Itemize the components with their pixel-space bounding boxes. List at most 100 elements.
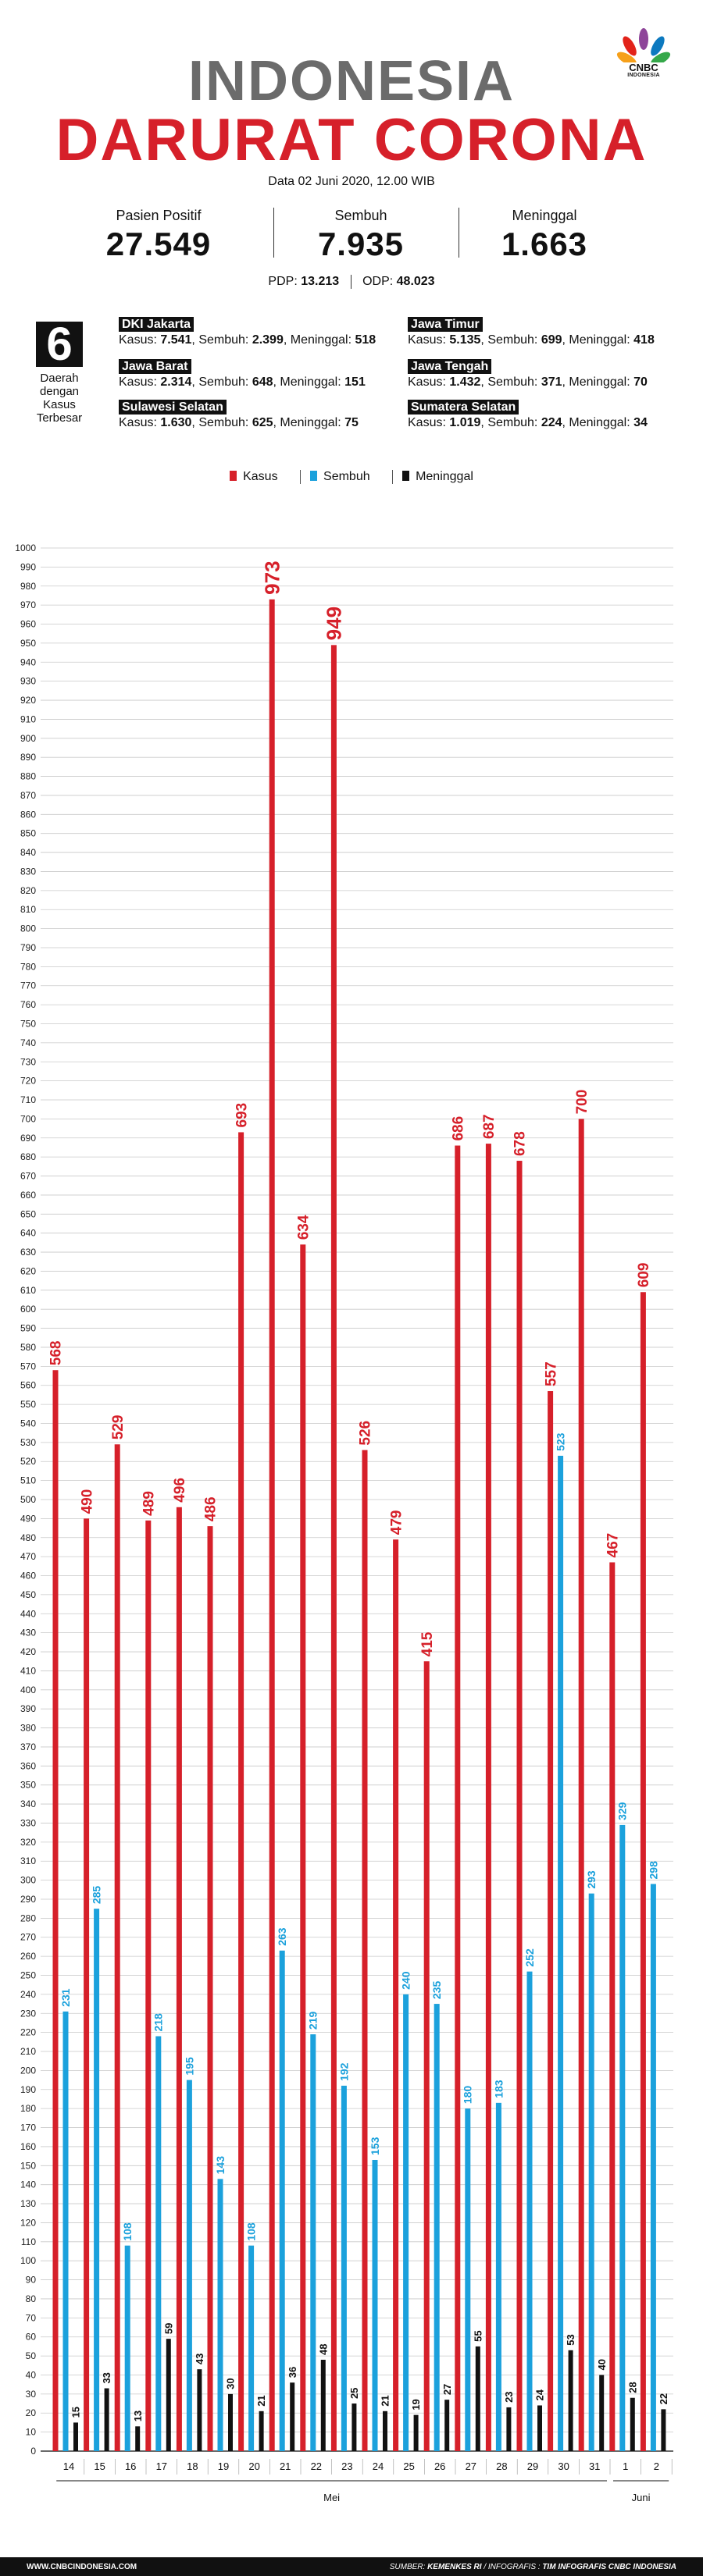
y-tick-label: 990: [20, 561, 36, 572]
divider: [350, 275, 352, 289]
y-tick-label: 140: [20, 2179, 36, 2190]
y-tick-label: 950: [20, 638, 36, 649]
y-tick-label: 260: [20, 1951, 36, 1962]
bar-sembuh: [62, 2011, 69, 2451]
y-tick-label: 110: [21, 2236, 36, 2247]
x-tick-label: 21: [280, 2460, 291, 2472]
data-label-sembuh: 219: [307, 2012, 319, 2030]
y-tick-label: 660: [20, 1190, 36, 1201]
bar-meninggal: [197, 2369, 202, 2451]
region-item: Jawa Barat Kasus: 2.314, Sembuh: 648, Me…: [119, 359, 366, 389]
y-tick-label: 850: [20, 828, 36, 839]
data-label-kasus: 496: [172, 1478, 188, 1503]
bar-meninggal: [475, 2346, 480, 2451]
footer: WWW.CNBCINDONESIA.COM SUMBER: KEMENKES R…: [0, 2557, 703, 2576]
x-tick-label: 23: [341, 2460, 352, 2472]
bar-meninggal: [630, 2397, 635, 2451]
data-label-meninggal: 27: [441, 2384, 453, 2395]
bar-meninggal: [506, 2407, 512, 2451]
y-tick-label: 550: [20, 1399, 36, 1410]
y-tick-label: 860: [20, 809, 36, 820]
bar-kasus: [485, 1144, 491, 2451]
y-tick-label: 80: [26, 2293, 37, 2304]
y-tick-label: 130: [20, 2198, 36, 2209]
y-tick-label: 30: [26, 2389, 37, 2400]
stat-label: Sembuh: [334, 208, 387, 223]
y-tick-label: 710: [20, 1094, 36, 1105]
data-label-sembuh: 192: [337, 2062, 350, 2081]
region-item: DKI Jakarta Kasus: 7.541, Sembuh: 2.399,…: [119, 317, 376, 347]
bar-sembuh: [558, 1455, 564, 2451]
data-label-meninggal: 22: [658, 2393, 669, 2404]
y-tick-label: 420: [20, 1646, 36, 1657]
y-tick-label: 940: [20, 656, 36, 667]
bar-sembuh: [495, 2102, 501, 2451]
x-tick-label: 25: [403, 2460, 414, 2472]
data-label-meninggal: 21: [380, 2395, 391, 2406]
y-tick-label: 580: [20, 1342, 36, 1353]
bar-kasus: [238, 1132, 244, 2451]
data-label-meninggal: 21: [255, 2395, 267, 2406]
data-label-sembuh: 108: [121, 2222, 134, 2241]
y-tick-label: 210: [20, 2046, 36, 2057]
bar-meninggal: [259, 2411, 264, 2451]
y-tick-label: 600: [20, 1304, 36, 1315]
bar-chart: 0102030405060708090100110120130140150160…: [15, 543, 673, 2503]
bar-sembuh: [650, 1884, 656, 2451]
bar-kasus: [516, 1161, 523, 2451]
region-name: Jawa Tengah: [408, 359, 492, 374]
odp-value: 48.023: [396, 275, 435, 289]
data-label-sembuh: 252: [523, 1948, 536, 1967]
x-tick-label: 1: [623, 2460, 628, 2472]
y-tick-label: 800: [20, 923, 36, 934]
y-tick-label: 390: [20, 1703, 36, 1714]
y-tick-label: 220: [20, 2027, 36, 2038]
data-label-meninggal: 23: [503, 2391, 515, 2402]
y-tick-label: 310: [20, 1856, 36, 1866]
bar-sembuh: [619, 1824, 626, 2451]
bar-sembuh: [341, 2085, 347, 2451]
y-tick-label: 470: [20, 1551, 36, 1562]
data-label-sembuh: 285: [91, 1886, 103, 1905]
y-tick-label: 760: [20, 999, 36, 1010]
data-label-meninggal: 53: [565, 2334, 576, 2345]
y-tick-label: 740: [20, 1037, 36, 1048]
y-tick-label: 620: [20, 1265, 36, 1276]
y-tick-label: 370: [20, 1742, 36, 1752]
pdp-odp: PDP: 13.213 ODP: 48.023: [0, 275, 703, 289]
bar-meninggal: [599, 2375, 605, 2451]
bar-sembuh: [526, 1971, 533, 2451]
bar-meninggal: [383, 2411, 387, 2451]
stat-sembuh: Sembuh 7.935: [271, 208, 451, 263]
caption-line: Daerah: [40, 372, 79, 385]
bar-meninggal: [444, 2400, 450, 2451]
y-tick-label: 530: [20, 1437, 36, 1448]
y-tick-label: 960: [20, 619, 36, 630]
title-line2: DARURAT CORONA: [55, 107, 648, 173]
y-tick-label: 400: [20, 1685, 36, 1695]
x-tick-label: 16: [125, 2460, 136, 2472]
y-tick-label: 410: [20, 1665, 36, 1676]
y-tick-label: 500: [20, 1494, 36, 1505]
data-label-meninggal: 36: [287, 2367, 298, 2378]
y-tick-label: 350: [20, 1780, 36, 1791]
bar-meninggal: [290, 2382, 295, 2451]
stat-label: Meninggal: [512, 208, 577, 223]
bar-meninggal: [166, 2339, 171, 2451]
peacock-icon: [616, 28, 671, 66]
bar-meninggal: [661, 2409, 666, 2451]
bar-meninggal: [228, 2393, 233, 2451]
y-tick-label: 0: [30, 2446, 36, 2457]
bar-meninggal: [352, 2403, 357, 2451]
pdp-value: 13.213: [301, 275, 340, 289]
data-label-kasus: 490: [79, 1489, 95, 1514]
y-tick-label: 510: [20, 1475, 36, 1486]
region-name: Sulawesi Selatan: [119, 400, 227, 415]
data-label-meninggal: 25: [348, 2388, 360, 2399]
data-label-sembuh: 231: [59, 1988, 72, 2007]
footer-website[interactable]: WWW.CNBCINDONESIA.COM: [27, 2563, 137, 2571]
y-tick-label: 560: [20, 1380, 36, 1391]
y-tick-label: 930: [20, 676, 36, 687]
odp-label: ODP:: [362, 275, 394, 289]
bar-sembuh: [217, 2179, 223, 2451]
